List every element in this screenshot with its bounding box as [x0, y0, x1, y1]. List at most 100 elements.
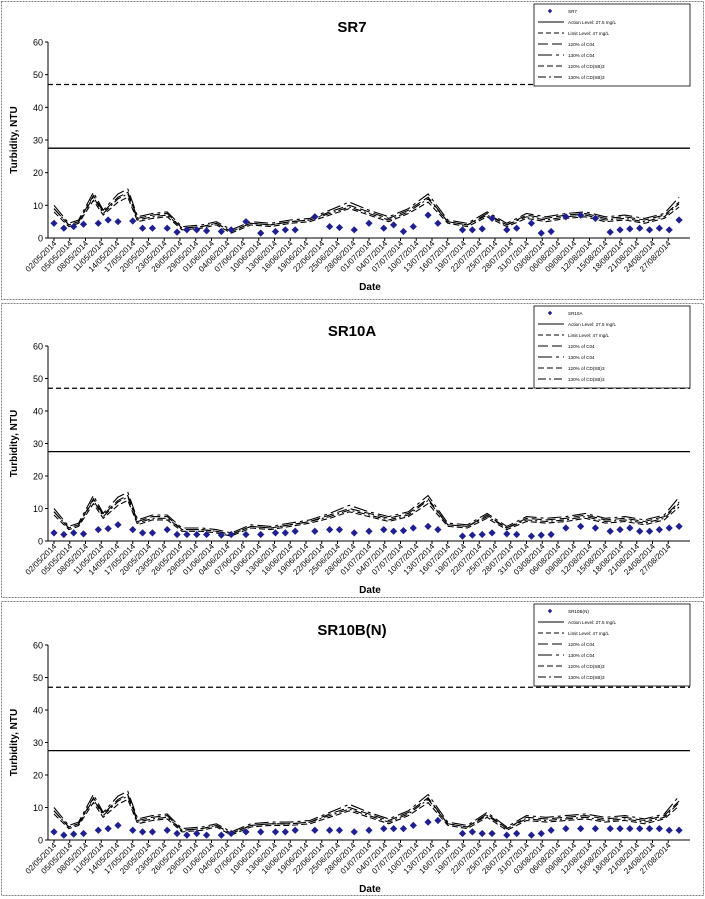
data-point [227, 226, 235, 234]
series-line [53, 188, 680, 231]
data-point [311, 213, 319, 221]
y-tick-label: 0 [38, 537, 43, 547]
data-point [513, 530, 521, 539]
data-point [478, 829, 486, 838]
data-point [242, 218, 250, 226]
data-point [513, 224, 521, 232]
data-point [148, 828, 157, 836]
data-point [468, 828, 476, 836]
data-point [350, 529, 358, 537]
data-point [104, 216, 112, 224]
data-point [606, 228, 614, 236]
data-point [291, 226, 299, 234]
data-point [257, 229, 265, 237]
data-point [183, 530, 191, 539]
legend-label: Action Level: 27.5 mg/L [568, 322, 616, 327]
series-line [53, 491, 680, 534]
data-point [468, 226, 476, 234]
y-axis-label: Turbidity, NTU [9, 410, 20, 477]
data-point [577, 211, 585, 219]
chart-title: SR7 [337, 19, 366, 36]
data-point [163, 224, 171, 232]
data-point [193, 226, 201, 234]
data-point [193, 829, 201, 838]
data-point [606, 527, 614, 535]
data-point [409, 821, 417, 829]
legend-label: 130% of C04 [568, 653, 595, 658]
legend-label: 120% of CD(SB)3 [568, 64, 605, 69]
data-point [665, 226, 673, 234]
y-tick-label: 60 [33, 38, 43, 48]
data-point [173, 530, 181, 539]
series-line [53, 496, 680, 536]
data-point [148, 224, 157, 232]
data-point [114, 521, 122, 529]
data-point [562, 213, 570, 221]
data-point [547, 826, 555, 834]
data-point [527, 532, 536, 540]
data-point [335, 826, 344, 834]
data-point [335, 526, 344, 534]
data-point [547, 227, 555, 236]
y-tick-label: 60 [33, 641, 43, 651]
data-point [468, 531, 476, 539]
data-point [626, 524, 634, 532]
data-point [129, 217, 137, 225]
legend-label: 130% of CD(SB)3 [568, 377, 605, 382]
legend-label: 130% of C04 [568, 53, 595, 58]
data-point [50, 529, 58, 537]
data-point [488, 214, 496, 222]
legend-label: 130% of CD(SB)3 [568, 675, 605, 680]
data-point [114, 218, 122, 226]
data-point [390, 221, 398, 229]
legend-label: 120% of C04 [568, 642, 595, 647]
data-point [458, 829, 467, 838]
y-tick-label: 40 [33, 407, 43, 417]
data-point [70, 830, 78, 838]
data-point [335, 223, 344, 232]
data-point [271, 828, 280, 836]
data-point [626, 825, 634, 833]
data-point [488, 529, 496, 537]
data-point [616, 526, 624, 534]
data-point [458, 532, 467, 540]
data-point [503, 226, 511, 234]
y-axis-label: Turbidity, NTU [9, 106, 20, 173]
data-point [60, 831, 68, 839]
data-point [94, 526, 102, 534]
data-point [478, 530, 486, 539]
series-line [53, 494, 680, 536]
data-point [148, 529, 157, 537]
data-point [488, 829, 496, 838]
legend [533, 603, 691, 687]
data-point [129, 826, 137, 834]
data-point [616, 825, 624, 833]
y-tick-label: 20 [33, 771, 43, 781]
data-point [94, 219, 102, 227]
series-line [53, 193, 680, 233]
data-point [138, 529, 147, 537]
y-tick-label: 20 [33, 472, 43, 482]
data-point [202, 227, 211, 235]
data-point [60, 530, 68, 539]
data-point [675, 216, 683, 224]
data-point [409, 222, 417, 231]
legend-label: Limit Level: 47 mg/L [568, 31, 610, 36]
legend-marker [547, 608, 553, 614]
data-point [227, 530, 235, 539]
series-line [53, 798, 680, 836]
data-point [547, 530, 555, 539]
data-point [399, 227, 408, 236]
data-point [537, 531, 545, 539]
data-point [311, 826, 319, 834]
data-point [193, 530, 201, 539]
data-point [591, 524, 600, 532]
data-point [79, 530, 88, 538]
data-point [399, 527, 408, 535]
data-point [577, 522, 585, 530]
data-point [60, 224, 68, 232]
data-point [434, 816, 442, 825]
legend [533, 305, 691, 389]
